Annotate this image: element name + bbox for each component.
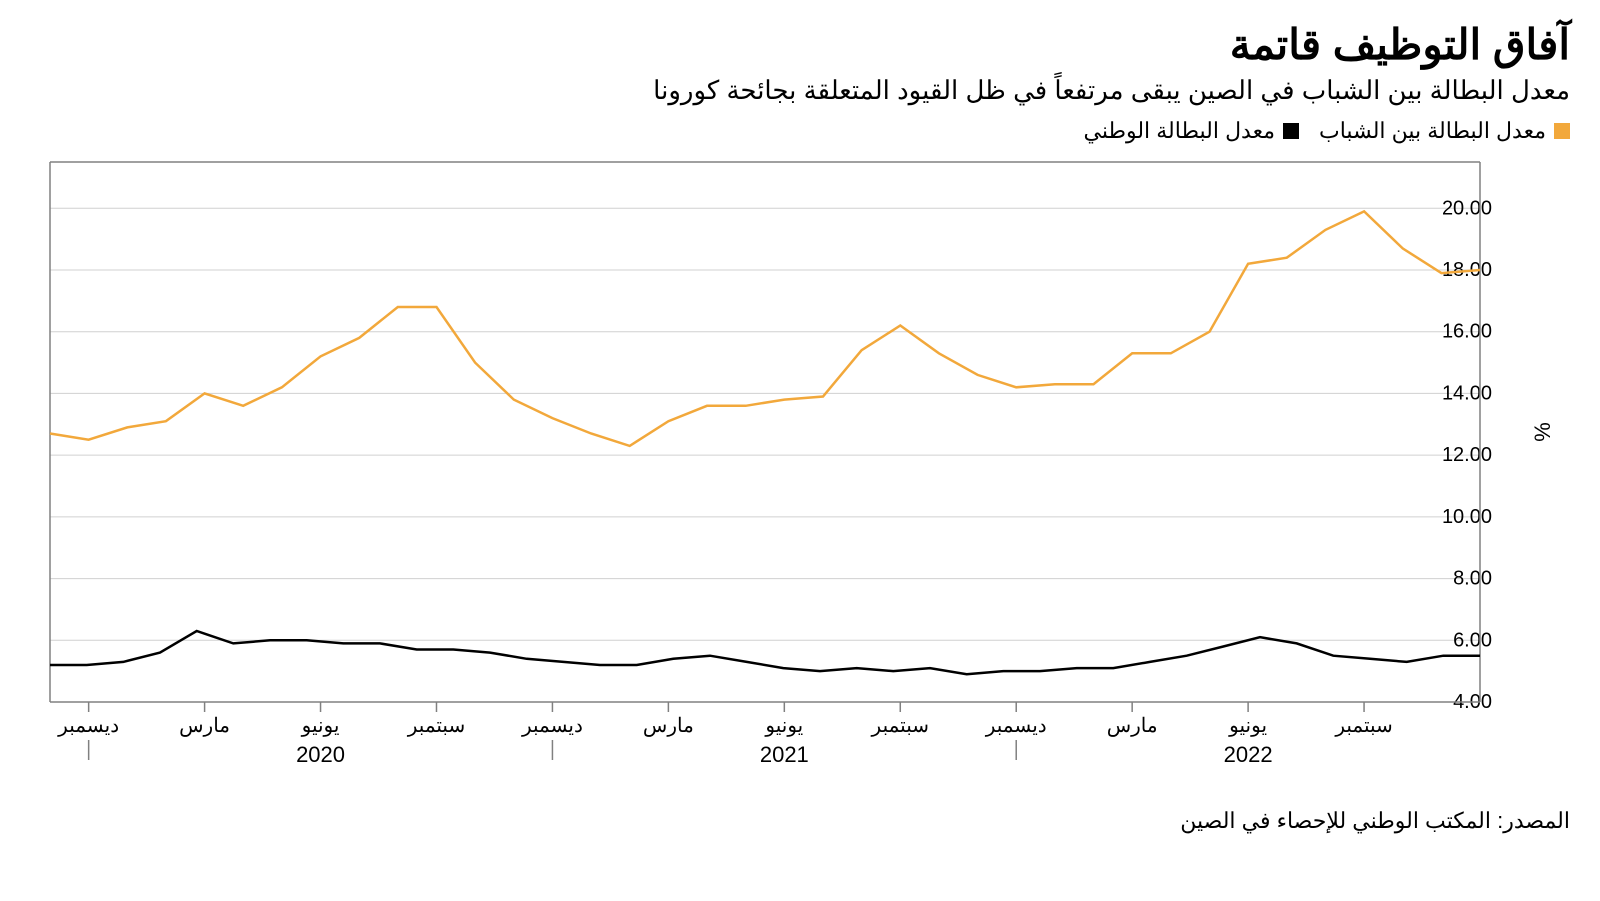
svg-text:2020: 2020 — [296, 742, 345, 767]
svg-text:ديسمبر: ديسمبر — [521, 715, 583, 737]
legend-swatch-youth — [1554, 123, 1570, 139]
chart-area: 4.006.008.0010.0012.0014.0016.0018.0020.… — [30, 152, 1570, 792]
svg-text:12.00: 12.00 — [1442, 444, 1492, 466]
legend-label-national: معدل البطالة الوطني — [1083, 118, 1275, 144]
legend-item-national: معدل البطالة الوطني — [1083, 118, 1299, 144]
svg-text:16.00: 16.00 — [1442, 321, 1492, 343]
svg-text:10.00: 10.00 — [1442, 506, 1492, 528]
svg-text:مارس: مارس — [1107, 715, 1158, 737]
svg-text:مارس: مارس — [179, 715, 230, 737]
svg-text:6.00: 6.00 — [1453, 629, 1492, 651]
legend: معدل البطالة بين الشباب معدل البطالة الو… — [30, 118, 1570, 144]
line-chart-svg: 4.006.008.0010.0012.0014.0016.0018.0020.… — [30, 152, 1570, 792]
svg-text:مارس: مارس — [643, 715, 694, 737]
chart-source: المصدر: المكتب الوطني للإحصاء في الصين — [30, 808, 1570, 834]
svg-text:ديسمبر: ديسمبر — [57, 715, 119, 737]
svg-text:%: % — [1530, 422, 1555, 442]
svg-text:سبتمبر: سبتمبر — [1334, 715, 1392, 737]
svg-text:يونيو: يونيو — [1228, 715, 1267, 737]
svg-text:8.00: 8.00 — [1453, 568, 1492, 590]
svg-text:2022: 2022 — [1224, 742, 1273, 767]
svg-text:يونيو: يونيو — [764, 715, 803, 737]
svg-text:2021: 2021 — [760, 742, 809, 767]
chart-title: آفاق التوظيف قاتمة — [30, 20, 1570, 69]
svg-text:ديسمبر: ديسمبر — [985, 715, 1047, 737]
svg-text:سبتمبر: سبتمبر — [871, 715, 929, 737]
legend-swatch-national — [1283, 123, 1299, 139]
chart-subtitle: معدل البطالة بين الشباب في الصين يبقى مر… — [30, 75, 1570, 106]
svg-text:سبتمبر: سبتمبر — [407, 715, 465, 737]
svg-text:14.00: 14.00 — [1442, 382, 1492, 404]
svg-text:يونيو: يونيو — [301, 715, 340, 737]
svg-text:20.00: 20.00 — [1442, 197, 1492, 219]
legend-item-youth: معدل البطالة بين الشباب — [1319, 118, 1570, 144]
legend-label-youth: معدل البطالة بين الشباب — [1319, 118, 1546, 144]
